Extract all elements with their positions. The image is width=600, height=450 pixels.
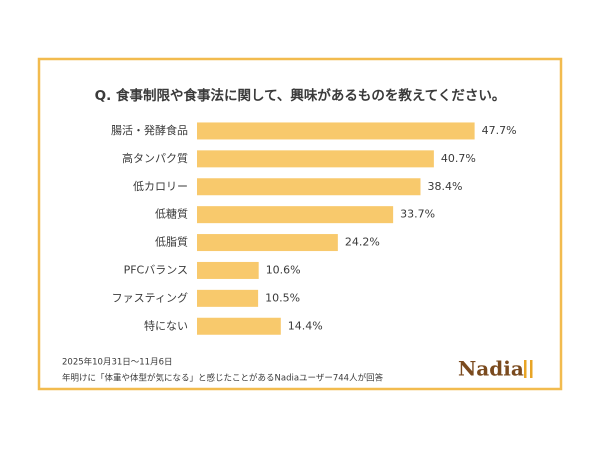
- category-label: ファスティング: [112, 290, 188, 304]
- category-label: 高タンパク質: [122, 151, 188, 165]
- logo: Nadia: [458, 357, 533, 381]
- value-label: 40.7%: [441, 152, 476, 165]
- chart-title: Q. 食事制限や食事法に関して、興味があるものを教えてください。: [95, 87, 506, 104]
- value-label: 24.2%: [345, 236, 380, 249]
- note: 2025年10月31日～11月6日: [62, 357, 173, 368]
- category-label: PFCバランス: [124, 263, 188, 276]
- value-label: 38.4%: [427, 180, 462, 193]
- logo-text: Nadia: [458, 357, 524, 381]
- bar: [197, 150, 434, 168]
- value-label: 10.6%: [266, 263, 301, 276]
- value-label: 14.4%: [288, 319, 323, 332]
- bar: [197, 234, 338, 252]
- logo-fork: [524, 360, 527, 378]
- bar: [197, 178, 421, 196]
- category-label: 低脂質: [155, 235, 188, 249]
- logo-fork: [530, 360, 533, 378]
- value-label: 47.7%: [482, 124, 517, 137]
- bar: [197, 261, 259, 279]
- category-label: 低カロリー: [133, 180, 188, 193]
- value-label: 33.7%: [400, 208, 435, 221]
- category-label: 低糖質: [155, 207, 188, 221]
- category-label: 腸活・発酵食品: [111, 123, 188, 137]
- bar: [197, 317, 281, 335]
- value-label: 10.5%: [265, 291, 300, 304]
- category-label: 特にない: [144, 318, 188, 332]
- note: 年明けに「体重や体型が気になる」と感じたことがあるNadiaユーザー744人が回…: [62, 373, 384, 384]
- bar: [197, 206, 394, 224]
- bar: [197, 289, 259, 307]
- bar: [197, 122, 475, 140]
- frame: [37, 57, 563, 391]
